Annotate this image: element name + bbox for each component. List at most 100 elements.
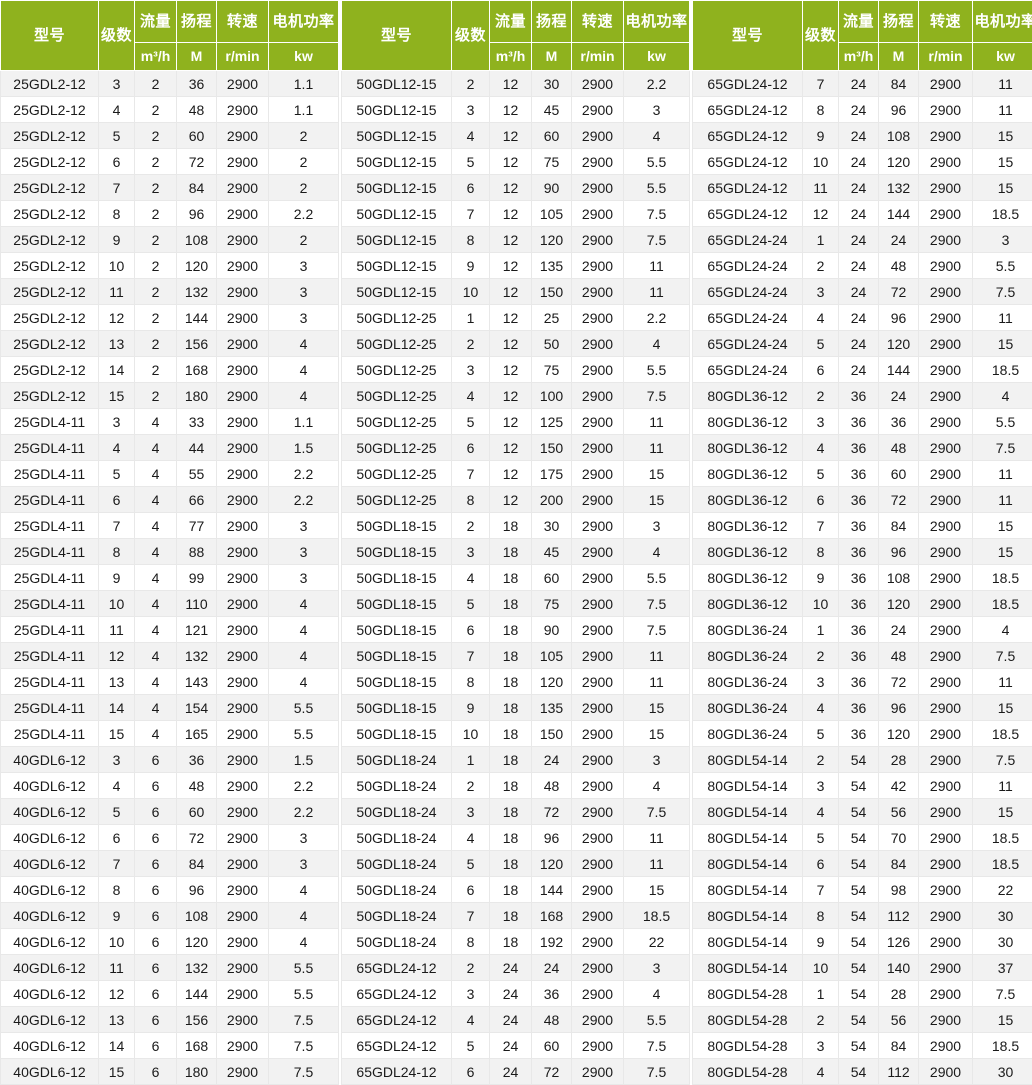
cell-flow: 18 bbox=[490, 903, 532, 929]
cell-stages: 4 bbox=[452, 565, 490, 591]
cell-flow: 12 bbox=[490, 253, 532, 279]
cell-model: 25GDL4-11 bbox=[1, 513, 99, 539]
cell-model: 25GDL2-12 bbox=[1, 149, 99, 175]
cell-model: 50GDL18-24 bbox=[342, 747, 452, 773]
cell-model: 40GDL6-12 bbox=[1, 825, 99, 851]
table-header: 型号 级数 流量 扬程 转速 电机功率 m³/h M r/min kw bbox=[1, 1, 339, 71]
cell-stages: 7 bbox=[452, 643, 490, 669]
col-header-flow: 流量 bbox=[490, 1, 532, 43]
cell-power: 7.5 bbox=[624, 799, 690, 825]
cell-model: 50GDL12-25 bbox=[342, 435, 452, 461]
cell-speed: 2900 bbox=[919, 877, 973, 903]
cell-speed: 2900 bbox=[919, 851, 973, 877]
cell-stages: 10 bbox=[803, 955, 839, 981]
cell-model: 80GDL54-14 bbox=[693, 903, 803, 929]
cell-stages: 2 bbox=[452, 773, 490, 799]
cell-head: 120 bbox=[532, 851, 572, 877]
cell-head: 150 bbox=[532, 279, 572, 305]
cell-flow: 24 bbox=[839, 149, 879, 175]
cell-speed: 2900 bbox=[919, 253, 973, 279]
cell-flow: 4 bbox=[135, 409, 177, 435]
cell-power: 7.5 bbox=[624, 617, 690, 643]
cell-speed: 2900 bbox=[919, 435, 973, 461]
cell-model: 80GDL36-12 bbox=[693, 461, 803, 487]
cell-power: 2.2 bbox=[624, 305, 690, 331]
cell-power: 11 bbox=[973, 487, 1032, 513]
cell-head: 90 bbox=[532, 175, 572, 201]
cell-speed: 2900 bbox=[217, 955, 269, 981]
cell-model: 50GDL12-25 bbox=[342, 487, 452, 513]
cell-speed: 2900 bbox=[572, 175, 624, 201]
cell-stages: 2 bbox=[803, 643, 839, 669]
cell-flow: 24 bbox=[839, 253, 879, 279]
col-unit-speed: r/min bbox=[572, 43, 624, 71]
cell-head: 135 bbox=[532, 695, 572, 721]
cell-head: 84 bbox=[177, 175, 217, 201]
cell-model: 50GDL12-25 bbox=[342, 305, 452, 331]
cell-speed: 2900 bbox=[919, 669, 973, 695]
cell-speed: 2900 bbox=[572, 747, 624, 773]
cell-flow: 2 bbox=[135, 383, 177, 409]
cell-head: 105 bbox=[532, 643, 572, 669]
cell-flow: 54 bbox=[839, 877, 879, 903]
cell-power: 7.5 bbox=[624, 1033, 690, 1059]
cell-power: 11 bbox=[624, 825, 690, 851]
cell-head: 30 bbox=[532, 71, 572, 97]
cell-speed: 2900 bbox=[217, 149, 269, 175]
cell-model: 80GDL36-12 bbox=[693, 513, 803, 539]
cell-model: 40GDL6-12 bbox=[1, 929, 99, 955]
cell-model: 80GDL54-28 bbox=[693, 981, 803, 1007]
cell-flow: 12 bbox=[490, 435, 532, 461]
cell-power: 4 bbox=[624, 539, 690, 565]
cell-flow: 4 bbox=[135, 513, 177, 539]
cell-power: 11 bbox=[973, 461, 1032, 487]
cell-speed: 2900 bbox=[572, 305, 624, 331]
cell-power: 15 bbox=[973, 123, 1032, 149]
col-header-speed: 转速 bbox=[217, 1, 269, 43]
cell-stages: 8 bbox=[452, 487, 490, 513]
cell-head: 45 bbox=[532, 539, 572, 565]
cell-flow: 4 bbox=[135, 695, 177, 721]
cell-head: 77 bbox=[177, 513, 217, 539]
cell-head: 96 bbox=[177, 201, 217, 227]
cell-power: 7.5 bbox=[624, 383, 690, 409]
cell-stages: 2 bbox=[452, 955, 490, 981]
cell-flow: 2 bbox=[135, 305, 177, 331]
cell-head: 56 bbox=[879, 799, 919, 825]
cell-stages: 3 bbox=[99, 409, 135, 435]
col-unit-power: kw bbox=[269, 43, 339, 71]
col-header-flow: 流量 bbox=[135, 1, 177, 43]
cell-speed: 2900 bbox=[919, 487, 973, 513]
cell-flow: 12 bbox=[490, 227, 532, 253]
cell-speed: 2900 bbox=[919, 591, 973, 617]
cell-power: 3 bbox=[269, 539, 339, 565]
col-header-stages: 级数 bbox=[452, 1, 490, 71]
cell-head: 36 bbox=[177, 747, 217, 773]
cell-model: 50GDL18-15 bbox=[342, 643, 452, 669]
cell-flow: 24 bbox=[490, 981, 532, 1007]
cell-head: 108 bbox=[879, 123, 919, 149]
cell-stages: 4 bbox=[99, 435, 135, 461]
